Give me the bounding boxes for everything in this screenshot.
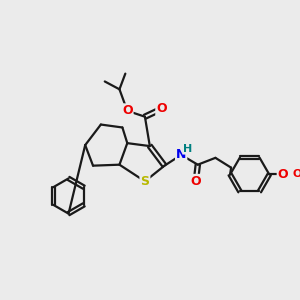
Text: H: H (183, 144, 193, 154)
Text: O: O (122, 104, 133, 117)
Text: O: O (292, 169, 300, 179)
Text: O: O (278, 168, 288, 181)
Text: O: O (156, 102, 167, 116)
Text: N: N (176, 148, 186, 161)
Text: O: O (190, 175, 201, 188)
Text: S: S (140, 175, 149, 188)
